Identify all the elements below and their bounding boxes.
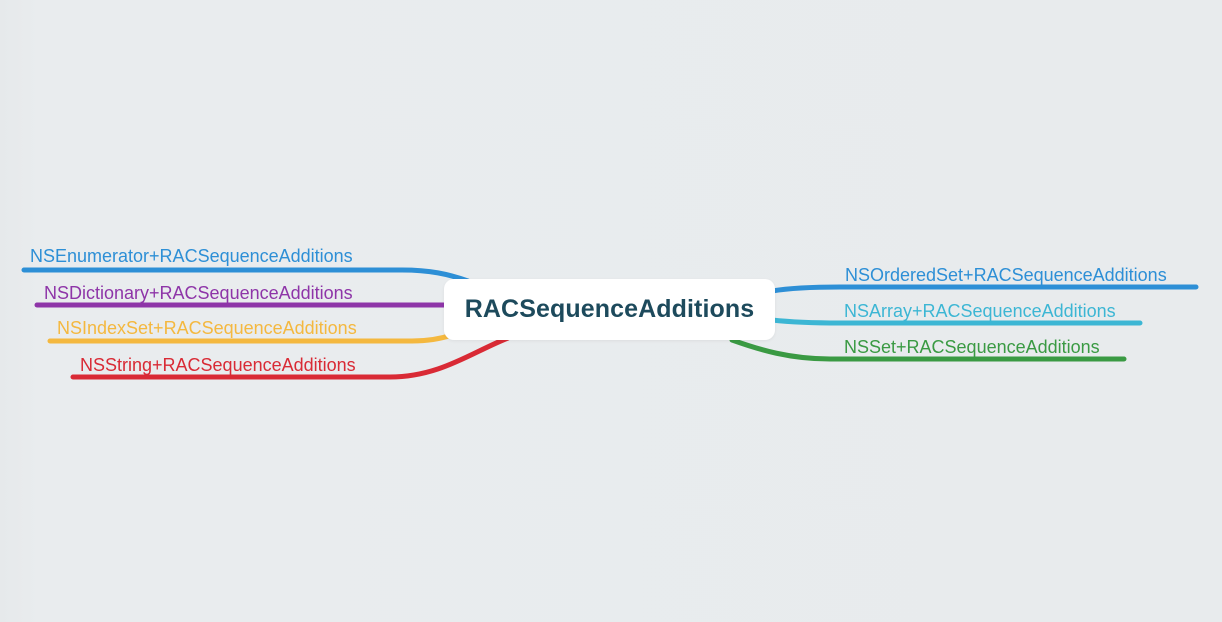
branch-connector [769,284,1199,294]
branch-connector [729,337,1127,362]
central-topic-label: RACSequenceAdditions [464,295,755,323]
branch-nsdictionary[interactable]: NSDictionary+RACSequenceAdditions [34,283,450,308]
branch-label: NSArray+RACSequenceAdditions [844,301,1116,321]
branch-connector [70,335,511,380]
branch-label: NSString+RACSequenceAdditions [80,355,356,375]
branch-label: NSOrderedSet+RACSequenceAdditions [845,265,1167,285]
branch-label: NSSet+RACSequenceAdditions [844,337,1100,357]
branch-label: NSIndexSet+RACSequenceAdditions [57,318,357,338]
branch-nsindexset[interactable]: NSIndexSet+RACSequenceAdditions [47,318,455,344]
branch-connector [769,317,1143,326]
branch-nsset[interactable]: NSSet+RACSequenceAdditions [729,337,1127,362]
branch-label: NSEnumerator+RACSequenceAdditions [30,246,353,266]
branch-nsorderedset[interactable]: NSOrderedSet+RACSequenceAdditions [769,265,1199,294]
branch-nsarray[interactable]: NSArray+RACSequenceAdditions [769,301,1143,326]
branch-nsenumerator[interactable]: NSEnumerator+RACSequenceAdditions [21,246,471,284]
branch-connector [21,267,471,284]
branch-nsstring[interactable]: NSString+RACSequenceAdditions [70,335,511,380]
central-topic[interactable]: RACSequenceAdditions [444,279,775,340]
branch-label: NSDictionary+RACSequenceAdditions [44,283,353,303]
